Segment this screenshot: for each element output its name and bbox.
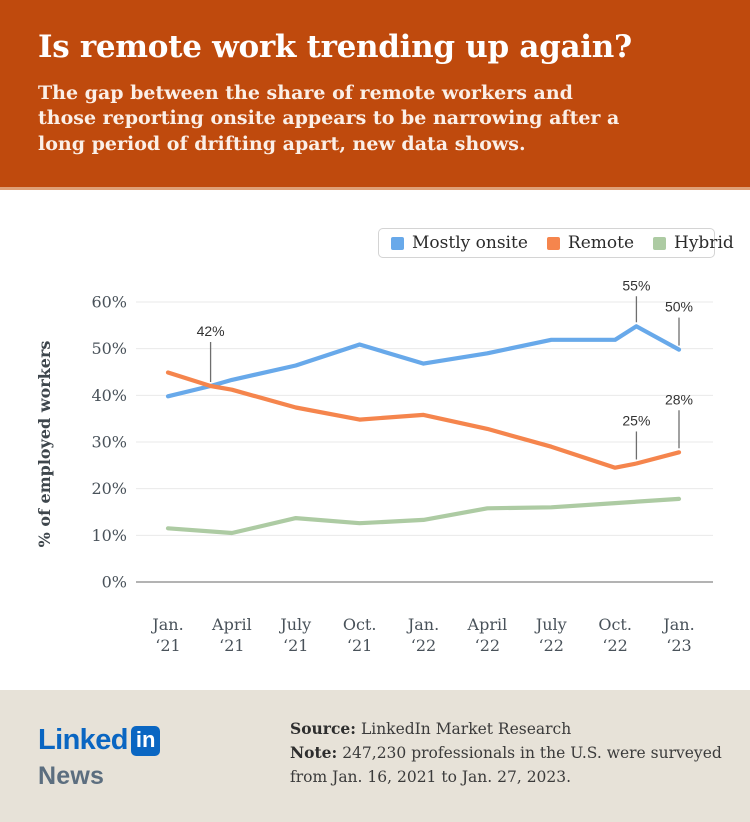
x-tick-year-oct-21: ‘21 [347, 636, 372, 655]
source-text: LinkedIn Market Research [360, 720, 572, 738]
source-line: Source: LinkedIn Market Research [290, 717, 730, 741]
x-tick-year-jan-23: ‘23 [666, 636, 691, 655]
legend-label-mostly-onsite: Mostly onsite [412, 233, 528, 253]
chart-legend: Mostly onsite Remote Hybrid [378, 228, 734, 258]
x-tick-year-jan-22: ‘22 [411, 636, 436, 655]
page-subtitle: The gap between the share of remote work… [38, 82, 620, 155]
legend-label-hybrid: Hybrid [674, 233, 734, 253]
note-label: Note: [290, 743, 338, 763]
line-chart: 0% 10% 20% 30% 40% 50% 60% % of employed worker… [35, 277, 713, 655]
chart-area: Mostly onsite Remote Hybrid 0% 10% 20% 30% 40%… [0, 190, 750, 690]
x-tick-label-jan-22: Jan. [406, 615, 439, 634]
series-line-hybrid [165, 496, 682, 536]
x-tick-label-april-22: April [467, 615, 508, 634]
x-tick-year-april-21: ‘21 [219, 636, 244, 655]
x-tick-year-july-22: ‘22 [539, 636, 564, 655]
source-note-block: Source: LinkedIn Market Research Note: 2… [290, 717, 730, 789]
y-axis-title: % of employed workers [35, 341, 54, 548]
x-tick-label-july-22: July [534, 615, 567, 634]
x-tick-year-july-21: ‘21 [283, 636, 308, 655]
x-tick-label-oct-21: Oct. [343, 615, 377, 634]
x-tick-year-april-22: ‘22 [475, 636, 500, 655]
y-tick-label-10: 10% [91, 526, 127, 545]
y-tick-label-50: 50% [91, 339, 127, 358]
legend-item-mostly-onsite: Mostly onsite [391, 233, 528, 253]
y-tick-label-20: 20% [91, 479, 127, 498]
legend-label-remote: Remote [567, 233, 634, 253]
linkedin-news-logo: Linked in News [38, 724, 161, 791]
news-label: News [38, 762, 105, 790]
legend-item-remote: Remote [546, 233, 634, 253]
series-line-mostly-onsite [165, 324, 682, 399]
x-tick-label-oct-22: Oct. [598, 615, 632, 634]
annotation-label-25: 25% [622, 412, 650, 428]
linkedin-in-icon: in [130, 725, 161, 756]
linkedin-wordmark: Linked [38, 724, 128, 756]
x-tick-year-oct-22: ‘22 [602, 636, 627, 655]
annotation-label-42: 42% [197, 323, 225, 339]
source-label: Source: [290, 719, 356, 738]
x-tick-label-april-21: April [211, 615, 252, 634]
x-tick-label-jan-21: Jan. [150, 615, 183, 634]
legend-swatch-mostly-onsite [391, 236, 404, 250]
annotation-label-50: 50% [665, 299, 693, 315]
note-text: 247,230 professionals in the U.S. were s… [290, 744, 722, 786]
x-tick-label-jan-23: Jan. [661, 615, 694, 634]
y-tick-label-60: 60% [91, 293, 127, 312]
x-tick-label-july-21: July [278, 615, 311, 634]
legend-swatch-hybrid [653, 236, 666, 250]
note-line: Note: 247,230 professionals in the U.S. … [290, 741, 730, 789]
legend-item-hybrid: Hybrid [653, 233, 734, 253]
x-tick-year-jan-21: ‘21 [155, 636, 180, 655]
page-title: Is remote work trending up again? [38, 29, 632, 65]
series-line-remote [165, 370, 682, 470]
header: Is remote work trending up again? The ga… [0, 0, 750, 190]
annotation-label-55: 55% [622, 277, 650, 293]
y-tick-label-30: 30% [91, 433, 127, 452]
footer: Linked in News Source: LinkedIn Market R… [0, 690, 750, 822]
annotation-label-28: 28% [665, 391, 693, 407]
legend-swatch-remote [546, 236, 560, 250]
linkedin-logo-row: Linked in [38, 724, 161, 757]
y-tick-label-0: 0% [102, 573, 127, 592]
y-tick-label-40: 40% [91, 386, 127, 405]
